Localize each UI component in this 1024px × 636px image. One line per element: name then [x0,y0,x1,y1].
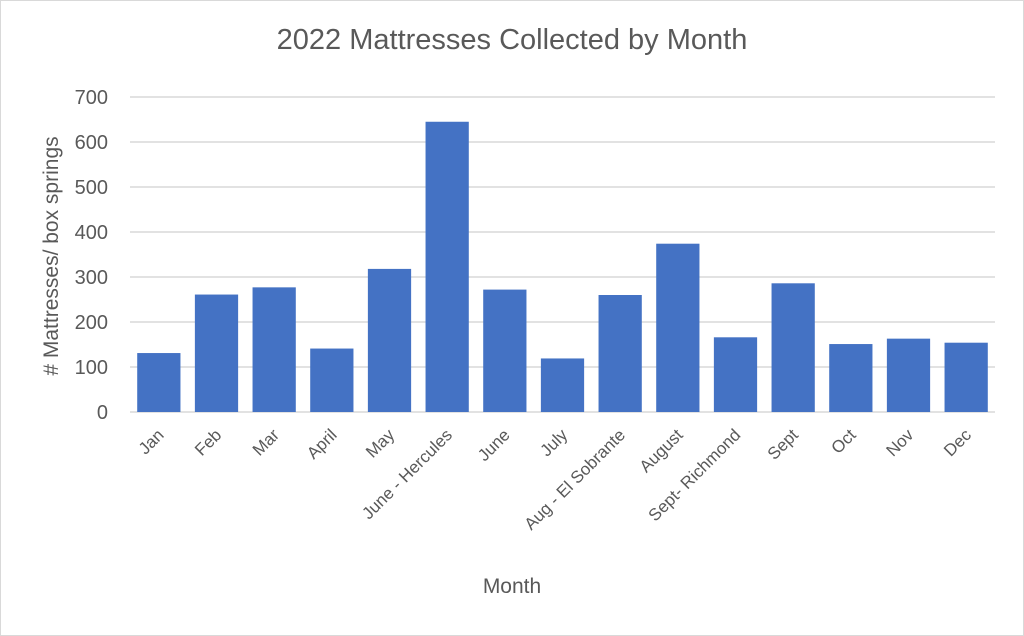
x-tick-label: Oct [828,425,860,457]
chart-title: 2022 Mattresses Collected by Month [276,24,748,56]
bar [656,243,700,412]
y-tick-label: 200 [75,312,108,334]
gridlines [130,96,995,413]
x-tick-label: April [303,425,340,462]
bars [137,121,988,412]
bar [540,358,585,412]
x-tick-label: May [362,425,398,461]
y-tick-label: 600 [75,132,108,154]
x-tick-label: July [537,425,572,460]
x-tick-label: Mar [249,425,283,459]
y-tick-label: 400 [75,222,108,244]
x-tick-label: Feb [191,425,225,459]
bar [367,268,412,412]
x-tick-label: Nov [883,425,918,460]
bar [310,348,354,412]
y-tick-label: 100 [75,357,108,379]
x-axis-label: Month [482,575,542,598]
bar [713,337,758,412]
bar [483,289,527,412]
x-tick-label: August [636,425,687,476]
bar [598,295,642,412]
x-tick-label: June [474,425,514,465]
y-tick-label: 500 [75,177,108,199]
bar [944,342,988,412]
x-tick-label: Dec [940,425,975,460]
bar [194,294,239,412]
bar [829,344,873,412]
bar [137,353,181,412]
bar [425,121,469,412]
bar [886,338,931,412]
y-axis-ticks: 0 100 200 300 400 500 600 700 [75,87,108,424]
x-tick-label: Sept [764,425,802,463]
bar [252,287,296,412]
bar [771,283,815,412]
x-tick-label: Jan [135,425,168,458]
y-tick-label: 0 [97,402,108,424]
x-tick-label: Aug - El Sobrante [521,425,629,533]
y-tick-label: 700 [75,87,108,109]
y-tick-label: 300 [75,267,108,289]
